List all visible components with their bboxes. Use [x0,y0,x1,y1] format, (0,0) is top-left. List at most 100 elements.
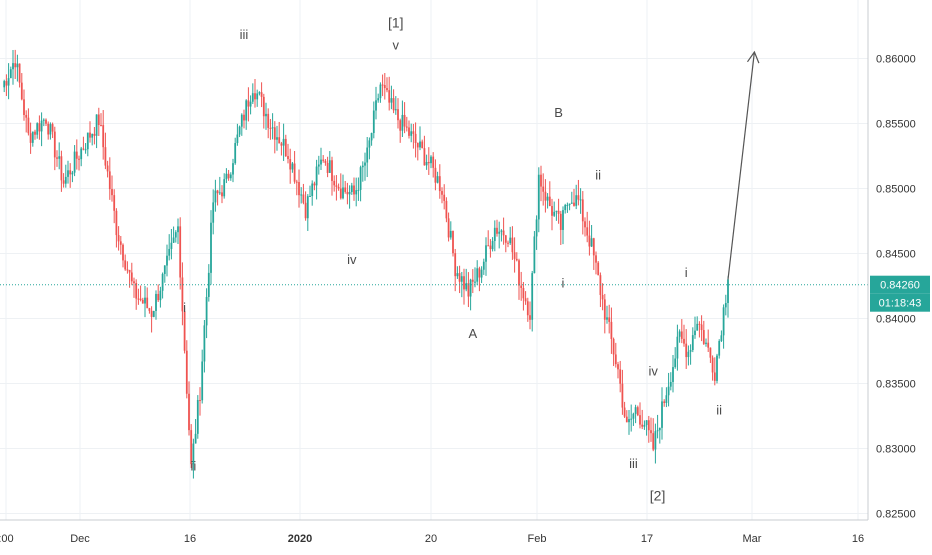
candle-body [401,114,404,131]
wave-label: i [562,275,565,290]
candle-body [463,276,465,290]
candle-body [293,163,296,182]
candle-body [236,134,239,144]
candle-body [372,110,375,134]
candle-body [590,238,593,247]
candle-body [5,81,8,86]
candle-body [713,372,716,381]
candle-body [625,416,628,423]
candle-body [14,63,17,68]
candle-body [540,174,542,187]
candle-body [278,137,281,144]
candle-body [645,420,648,426]
candle-body [573,202,575,206]
candle-body [676,336,679,359]
price-tag-value: 0.84260 [880,280,920,292]
price-tag [870,275,930,294]
candle-body [269,127,272,129]
candle-body [80,148,83,160]
candle-body [280,143,283,146]
candle-body [324,160,327,163]
candle-body [672,367,674,383]
candle-body [564,204,567,211]
wave-label: B [554,105,563,120]
projection-arrow [727,50,760,280]
candle-body [562,210,564,230]
candle-body [579,199,582,201]
candle-body [399,120,402,131]
candle-body [185,350,188,394]
candle-body [537,174,540,220]
candle-body [423,148,426,166]
candle-body [16,63,19,68]
candle-body [392,98,395,111]
candle-body [680,331,683,339]
candle-body [335,185,338,187]
candle-body [394,109,397,111]
candle-body [135,283,138,299]
candle-body [647,420,650,431]
candle-body [414,133,417,143]
candle-body [566,204,569,206]
candle-body [555,210,558,212]
candle-body [617,364,619,370]
candle-body [529,315,531,320]
candle-body [520,285,523,288]
candle-body [25,114,28,118]
wave-label: [1] [388,14,404,30]
candle-body [256,93,259,100]
candle-body [216,190,219,194]
candle-body [705,342,707,344]
candle-body [559,213,562,230]
candle-body [159,290,162,301]
candle-body [18,63,21,83]
candle-body [722,307,725,336]
candle-body [469,279,472,297]
candle-body [518,260,520,286]
candle-body [238,126,241,135]
candle-body [586,227,589,236]
candle-body [667,386,670,396]
x-tick-label: 17 [641,533,653,545]
candle-body [524,298,527,302]
candle-body [687,351,690,358]
candle-body [322,159,325,161]
y-tick-label: 0.82500 [876,509,916,521]
candle-body [240,114,243,127]
candle-body [474,281,476,283]
candle-body [546,196,549,201]
candle-body [168,248,171,256]
candle-body [311,183,314,197]
candle-body [34,131,36,135]
candle-body [375,100,377,111]
candle-body [326,162,329,173]
candle-body [212,202,215,223]
candle-body [443,194,446,201]
candle-body [595,255,597,263]
candle-body [42,119,45,121]
wave-label: i [183,300,186,315]
candle-body [720,335,723,342]
candle-body [641,424,644,427]
candle-body [427,161,430,164]
y-tick-label: 0.85500 [876,119,916,131]
candle-body [194,433,197,444]
candle-body [678,331,681,337]
candle-body [419,141,421,148]
candle-body [40,120,43,132]
candle-body [366,147,369,163]
candle-body [623,407,626,417]
candle-body [91,133,94,138]
candle-body [511,237,514,253]
candle-body [650,430,652,434]
candle-body [445,200,448,219]
candle-body [709,347,712,358]
wave-label: iv [649,364,659,379]
candle-body [56,157,58,159]
candle-body [207,272,210,297]
candle-body [29,133,32,143]
candle-body [128,269,131,273]
